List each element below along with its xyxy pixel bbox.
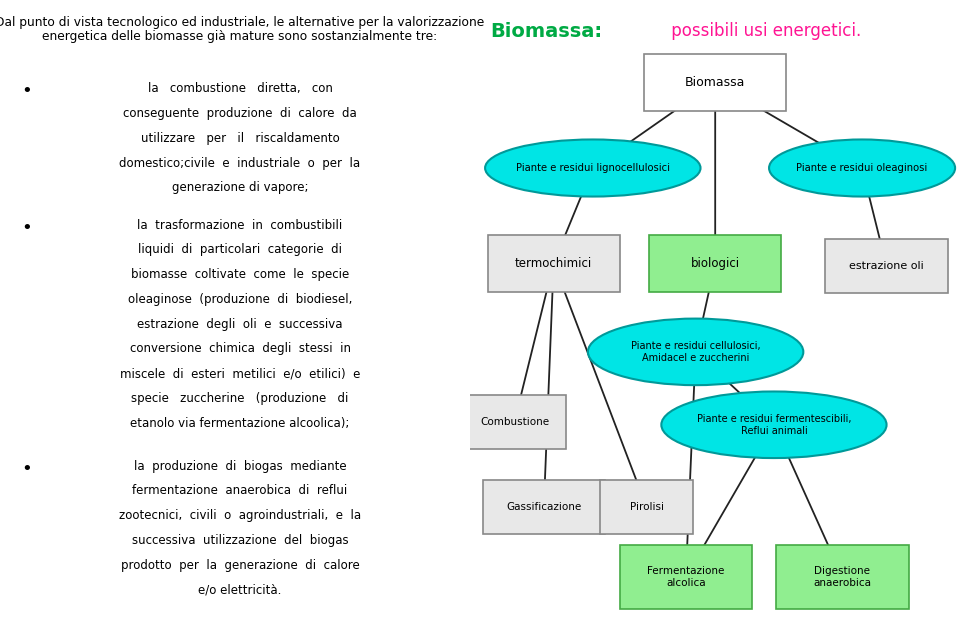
Text: •: • — [21, 460, 32, 477]
FancyBboxPatch shape — [644, 54, 786, 111]
Text: la   combustione   diretta,   con: la combustione diretta, con — [148, 82, 332, 96]
Text: conversione  chimica  degli  stessi  in: conversione chimica degli stessi in — [130, 342, 350, 356]
FancyBboxPatch shape — [600, 481, 693, 534]
Text: Biomassa: Biomassa — [685, 76, 745, 89]
Text: zootecnici,  civili  o  agroindustriali,  e  la: zootecnici, civili o agroindustriali, e … — [119, 509, 361, 522]
Text: Digestione
anaerobica: Digestione anaerobica — [813, 566, 872, 588]
Text: liquidi  di  particolari  categorie  di: liquidi di particolari categorie di — [138, 243, 342, 257]
Text: la  produzione  di  biogas  mediante: la produzione di biogas mediante — [133, 460, 347, 473]
Text: generazione di vapore;: generazione di vapore; — [172, 181, 308, 195]
Text: Combustione: Combustione — [480, 417, 549, 427]
Text: possibili usi energetici.: possibili usi energetici. — [666, 22, 861, 40]
Text: termochimici: termochimici — [515, 257, 592, 269]
Ellipse shape — [485, 139, 701, 197]
Text: Fermentazione
alcolica: Fermentazione alcolica — [647, 566, 725, 588]
Text: biologici: biologici — [690, 257, 740, 269]
Text: estrazione  degli  oli  e  successiva: estrazione degli oli e successiva — [137, 318, 343, 331]
Text: Piante e residui fermentescibili,
Reflui animali: Piante e residui fermentescibili, Reflui… — [697, 413, 852, 436]
Text: fermentazione  anaerobica  di  reflui: fermentazione anaerobica di reflui — [132, 484, 348, 498]
Text: Biomassa:: Biomassa: — [490, 22, 602, 41]
Ellipse shape — [661, 391, 886, 458]
Text: oleaginose  (produzione  di  biodiesel,: oleaginose (produzione di biodiesel, — [128, 293, 352, 306]
Text: •: • — [21, 82, 32, 100]
Text: Piante e residui cellulosici,
Amidacel e zuccherini: Piante e residui cellulosici, Amidacel e… — [631, 340, 760, 363]
Text: Dal punto di vista tecnologico ed industriale, le alternative per la valorizzazi: Dal punto di vista tecnologico ed indust… — [0, 16, 485, 29]
Text: Piante e residui lignocellulosici: Piante e residui lignocellulosici — [516, 163, 670, 173]
FancyBboxPatch shape — [483, 481, 605, 534]
FancyBboxPatch shape — [649, 235, 781, 292]
Ellipse shape — [588, 319, 804, 385]
Text: utilizzare   per   il   riscaldamento: utilizzare per il riscaldamento — [140, 132, 340, 145]
Text: successiva  utilizzazione  del  biogas: successiva utilizzazione del biogas — [132, 534, 348, 547]
Text: e/o elettricità.: e/o elettricità. — [199, 583, 281, 597]
Text: energetica delle biomasse già mature sono sostanzialmente tre:: energetica delle biomasse già mature son… — [42, 30, 438, 44]
FancyBboxPatch shape — [463, 394, 565, 449]
Text: Piante e residui oleaginosi: Piante e residui oleaginosi — [797, 163, 927, 173]
Text: la  trasformazione  in  combustibili: la trasformazione in combustibili — [137, 219, 343, 232]
FancyBboxPatch shape — [777, 545, 908, 609]
Text: Gassificazione: Gassificazione — [506, 502, 582, 512]
Text: Pirolisi: Pirolisi — [630, 502, 663, 512]
Text: •: • — [21, 219, 32, 236]
FancyBboxPatch shape — [620, 545, 752, 609]
Text: specie   zuccherine   (produzione   di: specie zuccherine (produzione di — [132, 392, 348, 405]
Text: conseguente  produzione  di  calore  da: conseguente produzione di calore da — [123, 107, 357, 120]
Text: biomasse  coltivate  come  le  specie: biomasse coltivate come le specie — [131, 268, 349, 281]
Text: etanolo via fermentazione alcoolica);: etanolo via fermentazione alcoolica); — [131, 417, 349, 430]
Text: estrazione oli: estrazione oli — [850, 261, 924, 271]
Ellipse shape — [769, 139, 955, 197]
FancyBboxPatch shape — [488, 235, 620, 292]
Text: miscele  di  esteri  metilici  e/o  etilici)  e: miscele di esteri metilici e/o etilici) … — [120, 367, 360, 380]
Text: prodotto  per  la  generazione  di  calore: prodotto per la generazione di calore — [121, 559, 359, 572]
FancyBboxPatch shape — [826, 240, 948, 293]
Text: domestico;civile  e  industriale  o  per  la: domestico;civile e industriale o per la — [119, 157, 361, 170]
